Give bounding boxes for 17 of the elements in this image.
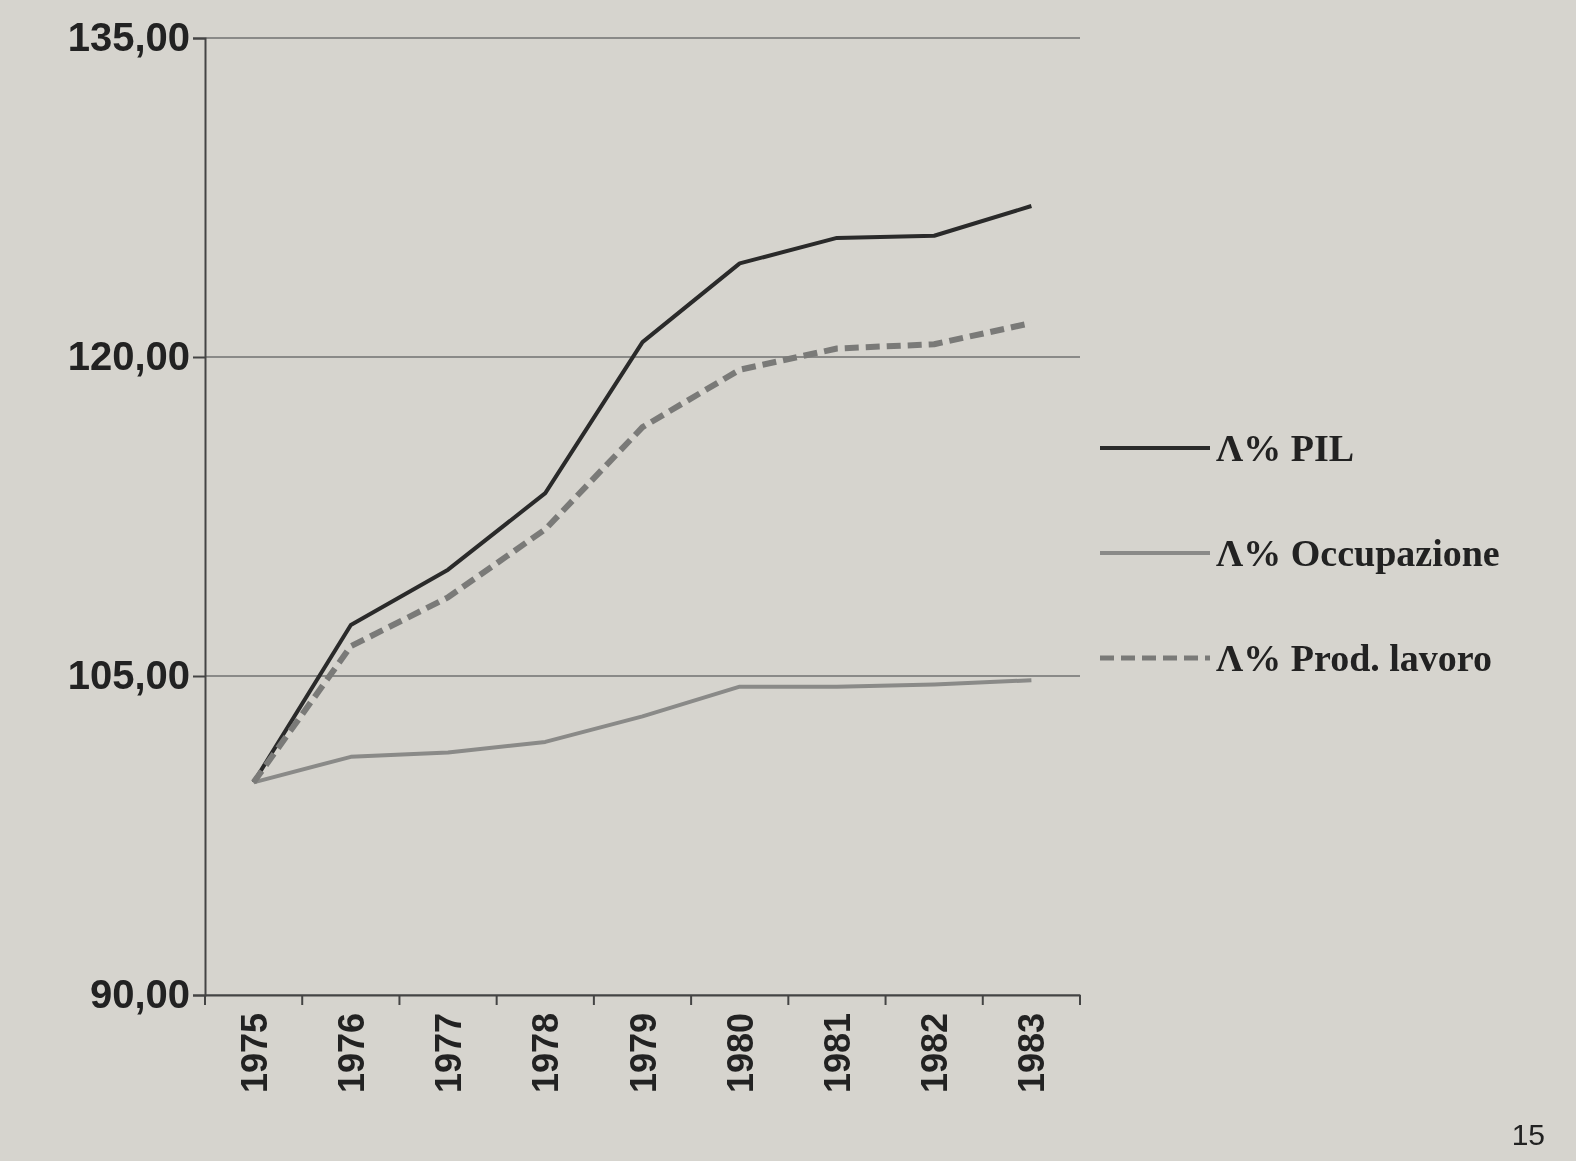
x-tick-label: 1981	[817, 1013, 859, 1094]
x-tick-label: 1982	[914, 1013, 956, 1094]
x-tick-label: 1983	[1011, 1013, 1053, 1094]
legend-label: Λ% PIL	[1216, 427, 1355, 470]
legend-label: Λ% Prod. lavoro	[1216, 637, 1493, 680]
text: 15	[1511, 1118, 1545, 1151]
x-tick-label: 1977	[428, 1013, 470, 1094]
x-tick-label: 1978	[525, 1013, 567, 1094]
legend-label: Λ% Occupazione	[1216, 532, 1500, 575]
x-tick-label: 1979	[622, 1013, 664, 1094]
x-tick-label: 1975	[233, 1013, 275, 1094]
x-tick-label: 1976	[330, 1013, 372, 1094]
x-tick-label: 1980	[719, 1013, 761, 1094]
y-tick-label: 90,00	[89, 972, 190, 1017]
y-tick-label: 120,00	[67, 334, 190, 379]
y-tick-label: 135,00	[67, 15, 190, 60]
y-tick-label: 105,00	[67, 653, 190, 698]
